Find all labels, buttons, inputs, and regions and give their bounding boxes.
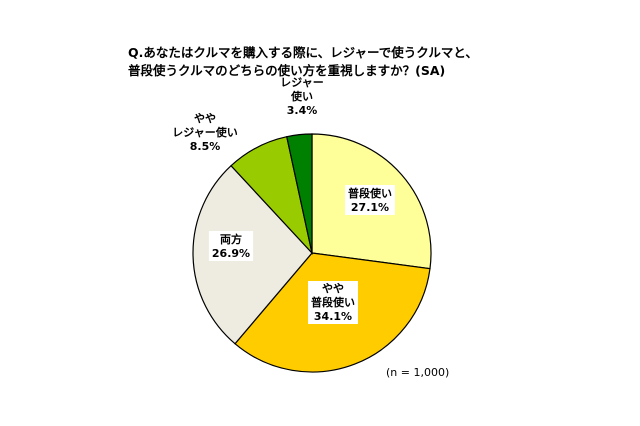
chart-title-line-1: Q.あなたはクルマを購入する際に、レジャーで使うクルマと、 <box>128 45 478 60</box>
slice-label-4: ややレジャー使い 8.5% <box>172 112 237 153</box>
chart-title-line-2: 普段使うクルマのどちらの使い方を重視しますか？(SA) <box>128 63 446 78</box>
slice-label-3: 両方 26.9% <box>212 232 250 260</box>
sample-size-note: (n = 1,000) <box>386 366 450 379</box>
slice-label-bg-1 <box>345 185 395 215</box>
pie-slice-5 <box>286 133 313 254</box>
slice-label-2: やや普段使い 34.1% <box>311 282 355 323</box>
slice-label-bg-3 <box>208 231 254 261</box>
slice-label-1: 普段使い 27.1% <box>348 186 392 214</box>
slice-label-5: レジャー使い 3.4% <box>280 76 323 117</box>
slice-label-bg-2 <box>308 281 358 324</box>
